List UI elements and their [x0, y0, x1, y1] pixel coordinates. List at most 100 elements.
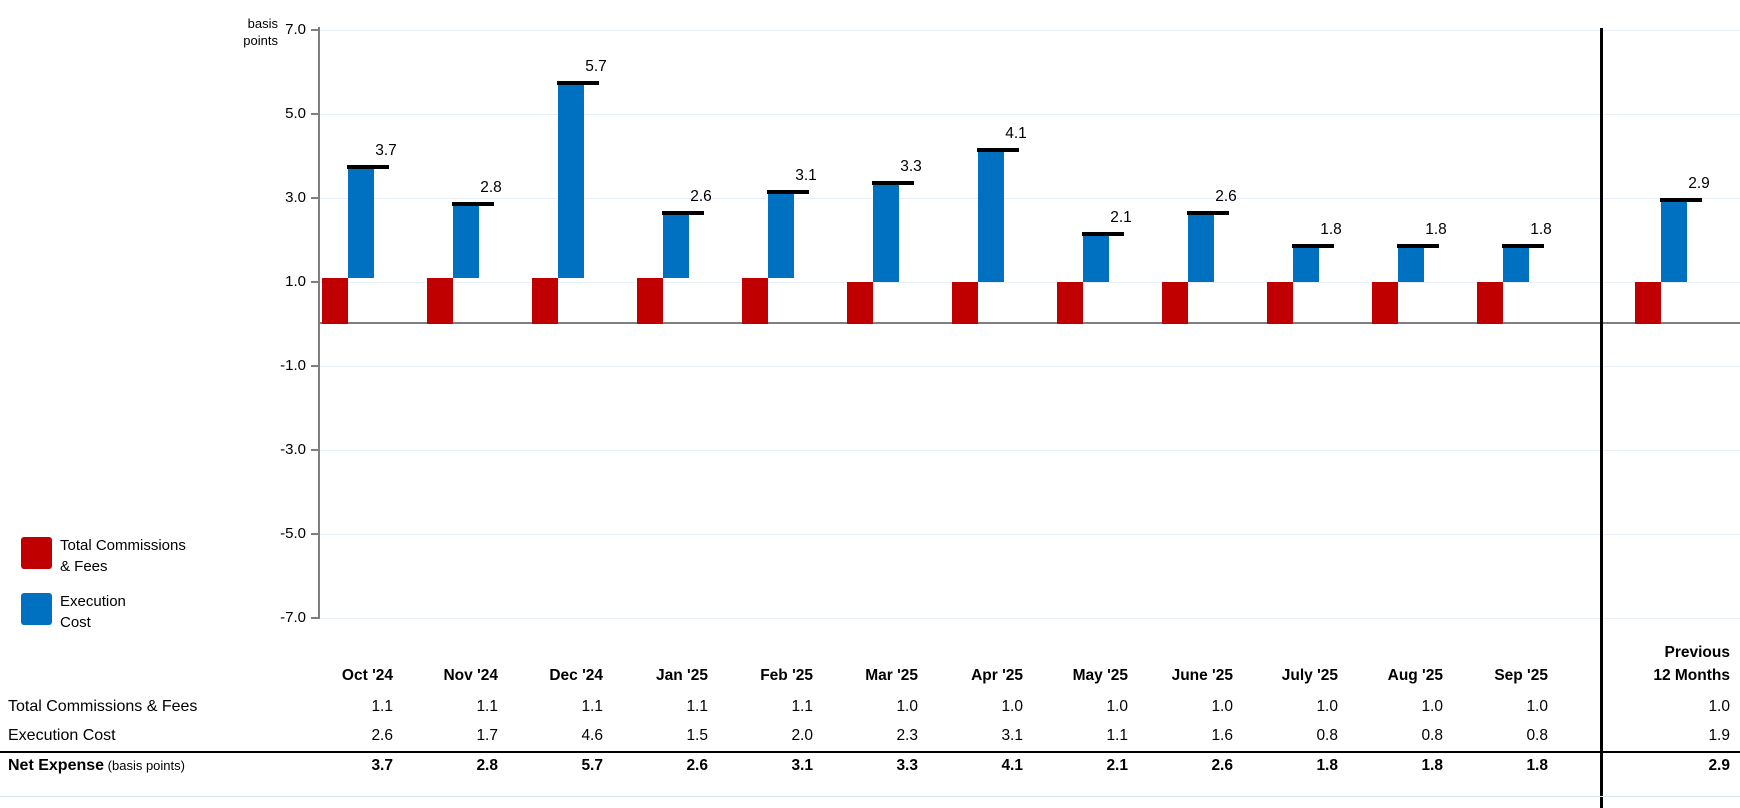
y-axis-tick	[311, 617, 319, 619]
commissions-bar	[847, 282, 873, 324]
table-cell: 2.6	[686, 757, 708, 774]
commissions-bar	[952, 282, 978, 324]
table-cell: 2.6	[371, 727, 393, 744]
table-cell: 1.8	[1316, 757, 1338, 774]
summary-table: Oct '24 Nov '24 Dec '24 Jan '25 Feb '25 Mar '…	[0, 0, 1740, 774]
net-total-marker	[347, 164, 389, 169]
y-axis-unit-label: basis points	[206, 15, 278, 49]
legend-label-line: & Fees	[60, 558, 108, 575]
net-total-label: 3.7	[375, 141, 397, 159]
commissions-bar	[532, 277, 558, 324]
table-cell: 1.0	[1211, 698, 1233, 715]
table-column-header: July '25	[1281, 667, 1338, 684]
table-cell: 1.0	[1526, 698, 1548, 715]
gridline	[320, 281, 1740, 283]
commissions-bar	[1477, 282, 1503, 324]
table-cell: 1.1	[476, 698, 498, 715]
table-cell: 1.9	[1708, 727, 1730, 744]
table-cell: 1.1	[791, 698, 813, 715]
gridline	[320, 197, 1740, 199]
legend-label-line: Total Commissions	[60, 537, 186, 554]
execution-bar	[873, 185, 899, 282]
y-axis-tick	[311, 449, 319, 451]
table-cell: 1.5	[686, 727, 708, 744]
gridline	[320, 449, 1740, 451]
gridline	[320, 617, 1740, 619]
table-cell: 1.1	[1106, 727, 1128, 744]
legend-swatch-execution	[21, 593, 52, 625]
y-axis-unit-label-line2: points	[243, 33, 278, 48]
net-total-marker	[977, 147, 1019, 152]
table-cell: 4.1	[1001, 757, 1023, 774]
commissions-bar	[1057, 282, 1083, 324]
table-column-header: Dec '24	[549, 667, 603, 684]
net-total-marker	[1502, 244, 1544, 249]
net-total-label: 4.1	[1005, 124, 1027, 142]
net-total-marker	[1660, 198, 1702, 203]
legend-label-line: Cost	[60, 614, 91, 631]
y-axis-tick-label: -7.0	[280, 609, 306, 626]
legend-label-execution: Execution Cost	[60, 591, 230, 633]
table-column-header: Apr '25	[971, 667, 1023, 684]
table-column-header: Sep '25	[1494, 667, 1548, 684]
commissions-bar	[427, 277, 453, 324]
table-cell: 1.0	[1316, 698, 1338, 715]
net-total-label: 1.8	[1425, 221, 1447, 239]
table-cell: 3.7	[371, 757, 393, 774]
zero-axis-line	[320, 322, 1740, 324]
commissions-bar	[1162, 282, 1188, 324]
y-axis-tick	[311, 29, 319, 31]
commissions-bar	[1267, 282, 1293, 324]
table-bottom-rule	[0, 796, 1740, 797]
legend-swatch-commissions	[21, 537, 52, 569]
table-cell: 1.8	[1526, 757, 1548, 774]
table-column-header: Previous	[1664, 644, 1730, 661]
net-total-marker	[872, 181, 914, 186]
net-total-marker	[1397, 244, 1439, 249]
y-axis-tick	[311, 113, 319, 115]
y-axis-line	[318, 27, 320, 619]
table-cell: 2.9	[1708, 757, 1730, 774]
net-total-label: 3.3	[900, 158, 922, 176]
y-axis-tick	[311, 365, 319, 367]
table-row-label: Execution Cost	[8, 727, 116, 744]
table-cell: 3.1	[791, 757, 813, 774]
y-axis-tick-label: 7.0	[285, 21, 306, 38]
table-cell: 2.8	[476, 757, 498, 774]
table-column-header: Jan '25	[656, 667, 708, 684]
table-cell: 1.0	[1421, 698, 1443, 715]
execution-bar	[1503, 248, 1529, 282]
table-column-header: Mar '25	[865, 667, 918, 684]
table-cell: 1.0	[1708, 698, 1730, 715]
table-cell: 1.0	[1106, 698, 1128, 715]
execution-bar	[1083, 235, 1109, 282]
table-cell: 1.0	[1001, 698, 1023, 715]
table-cell: 0.8	[1316, 727, 1338, 744]
y-axis-tick	[311, 533, 319, 535]
y-axis-unit-label-line1: basis	[247, 16, 278, 31]
net-total-marker	[452, 202, 494, 207]
execution-bar	[1293, 248, 1319, 282]
table-column-header: Oct '24	[341, 667, 393, 684]
execution-bar	[978, 151, 1004, 282]
execution-bar	[558, 84, 584, 278]
net-total-label: 1.8	[1320, 221, 1342, 239]
net-total-marker	[767, 189, 809, 194]
net-total-label: 2.6	[690, 187, 712, 205]
y-axis-tick	[311, 281, 319, 283]
table-cell: 2.1	[1106, 757, 1128, 774]
legend-label-commissions: Total Commissions & Fees	[60, 535, 230, 577]
gridline	[320, 29, 1740, 31]
gridline	[320, 113, 1740, 115]
table-cell: 2.3	[896, 727, 918, 744]
table-column-header: June '25	[1171, 667, 1233, 684]
commissions-bar	[1635, 282, 1661, 324]
table-row-label: Net Expense (basis points)	[8, 757, 185, 774]
gridline	[320, 365, 1740, 367]
execution-bar	[348, 168, 374, 278]
table-cell: 2.6	[1211, 757, 1233, 774]
commissions-bar	[322, 277, 348, 324]
table-cell: 1.8	[1421, 757, 1443, 774]
legend-label-line: Execution	[60, 593, 126, 610]
